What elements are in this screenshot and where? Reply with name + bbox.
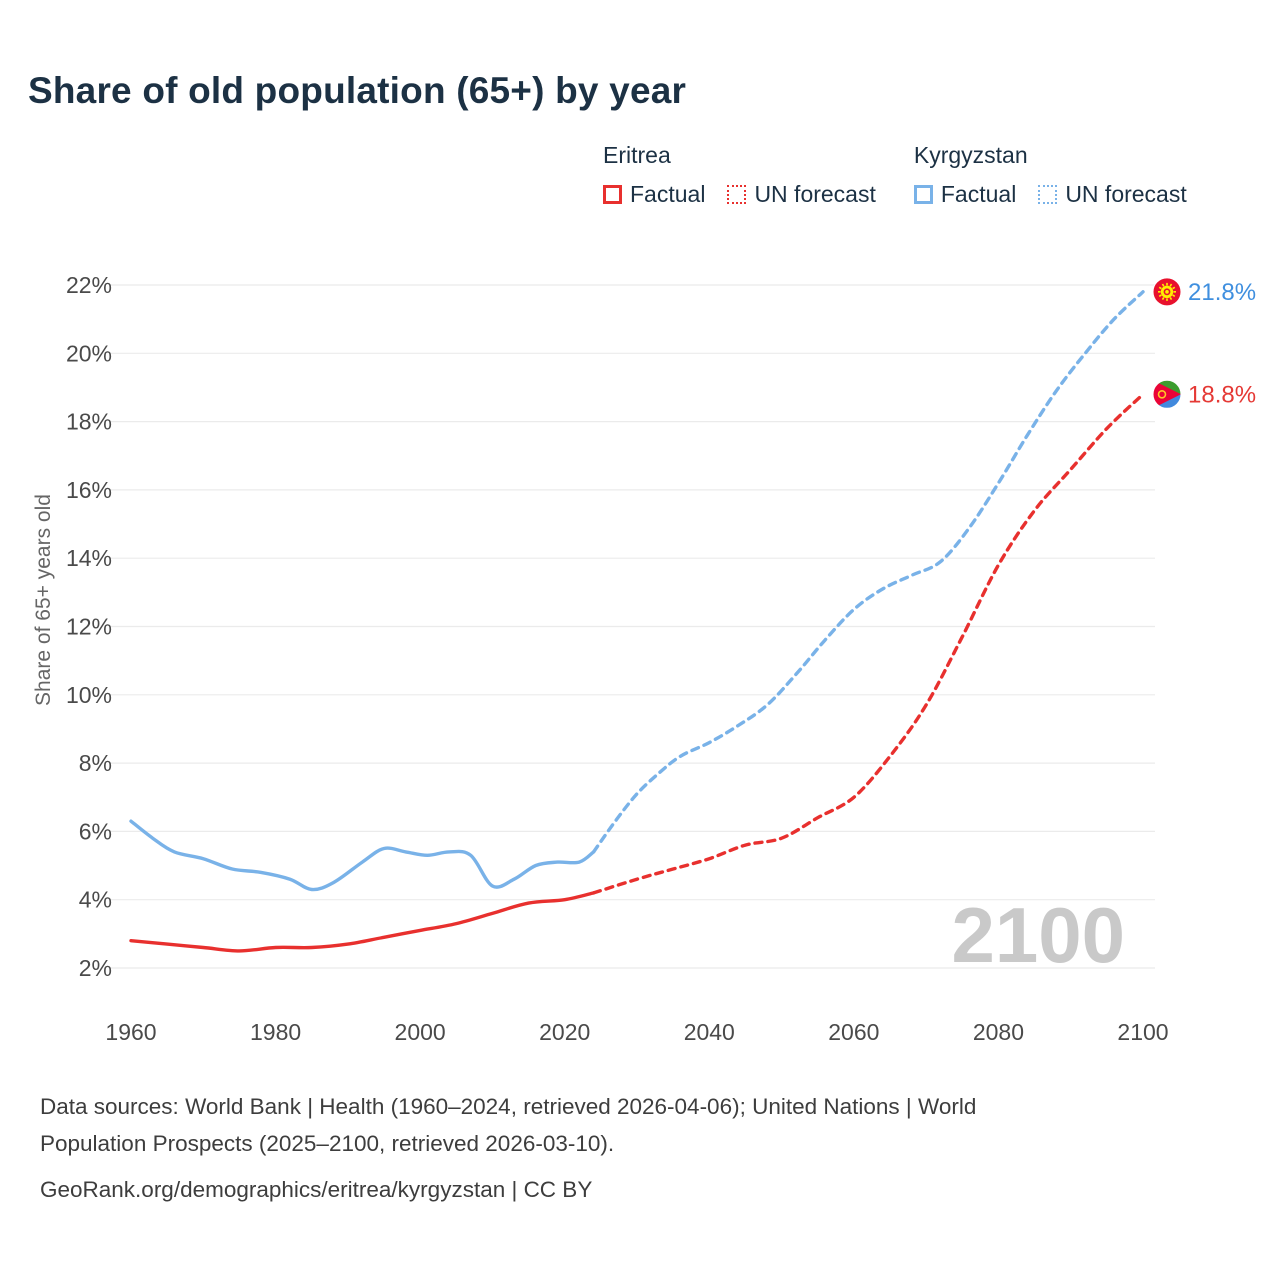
x-tick-label: 2000	[395, 1019, 446, 1045]
x-tick-label: 1960	[105, 1019, 156, 1045]
eritrea-factual-line	[129, 891, 596, 953]
footer: Data sources: World Bank | Health (1960–…	[40, 1088, 976, 1208]
eritrea-end-value-label: 18.8%	[1188, 381, 1256, 408]
x-tick-label: 2020	[539, 1019, 590, 1045]
y-tick-label: 8%	[79, 750, 112, 776]
legend-item-label: UN forecast	[754, 181, 876, 207]
kyrgyzstan-forecast-line	[591, 290, 1145, 854]
legend-item-eritrea-factual[interactable]: Factual	[603, 181, 705, 208]
kyrgyzstan-end-value-label: 21.8%	[1188, 279, 1256, 306]
kyrgyzstan-flag-icon	[1152, 277, 1182, 307]
watermark-year: 2100	[951, 891, 1125, 979]
y-tick-label: 16%	[66, 477, 112, 503]
y-tick-label: 6%	[79, 818, 112, 844]
x-tick-label: 2040	[684, 1019, 735, 1045]
y-tick-label: 10%	[66, 682, 112, 708]
x-tick-label: 2080	[973, 1019, 1024, 1045]
legend-swatch-dashed	[727, 185, 747, 204]
y-tick-label: 12%	[66, 614, 112, 640]
y-tick-label: 20%	[66, 340, 112, 366]
legend-item-label: Factual	[940, 181, 1017, 207]
legend-item-kyrgyzstan-factual[interactable]: Factual	[913, 181, 1017, 208]
legend-group-eritrea: Eritrea Factual UN forecast	[603, 142, 876, 208]
footer-attribution: GeoRank.org/demographics/eritrea/kyrgyzs…	[40, 1177, 593, 1202]
legend-country-label: Kyrgyzstan	[913, 142, 1028, 168]
legend-country-label: Eritrea	[603, 142, 671, 168]
eritrea-forecast-line	[591, 392, 1145, 895]
x-tick-label: 2060	[828, 1019, 879, 1045]
legend-item-kyrgyzstan-un-forecast[interactable]: UN forecast	[1038, 181, 1187, 208]
y-tick-label: 22%	[66, 272, 112, 298]
legend-swatch-solid	[603, 185, 622, 204]
legend-item-eritrea-un-forecast[interactable]: UN forecast	[727, 181, 876, 208]
legend-item-label: Factual	[630, 181, 706, 207]
y-tick-label: 2%	[79, 955, 112, 981]
y-tick-label: 18%	[66, 409, 112, 435]
kyrgyzstan-factual-line	[129, 819, 596, 892]
y-tick-label: 14%	[66, 545, 112, 571]
legend-swatch-dashed	[1038, 185, 1058, 204]
footer-sources-line2: Population Prospects (2025–2100, retriev…	[40, 1131, 615, 1156]
legend-swatch-solid	[913, 185, 933, 204]
legend: Eritrea Factual UN forecast Kyrgyzstan Factu…	[603, 142, 1187, 208]
legend-group-kyrgyzstan: Kyrgyzstan Factual UN forecast	[913, 142, 1187, 208]
y-tick-label: 4%	[79, 887, 112, 913]
legend-item-label: UN forecast	[1065, 181, 1187, 207]
x-tick-label: 1980	[250, 1019, 301, 1045]
footer-sources-line1: Data sources: World Bank | Health (1960–…	[40, 1094, 977, 1119]
page-title: Share of old population (65+) by year	[28, 70, 687, 111]
x-tick-label: 2100	[1117, 1019, 1168, 1045]
eritrea-flag-icon	[1152, 379, 1182, 409]
